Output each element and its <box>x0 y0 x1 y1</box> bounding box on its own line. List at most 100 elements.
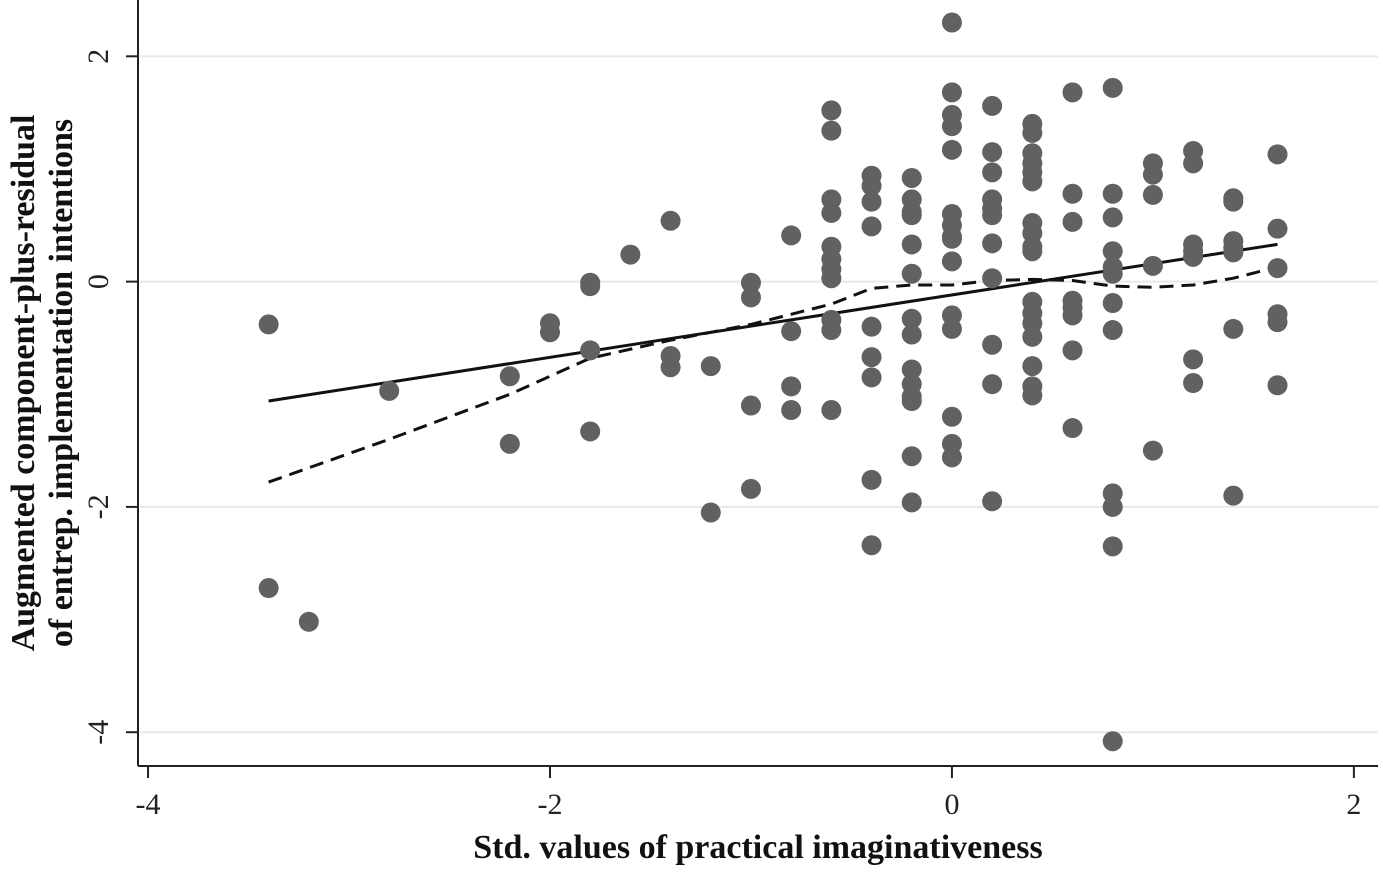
data-point <box>861 191 882 212</box>
data-point <box>781 225 802 246</box>
axes <box>137 0 1378 767</box>
data-point <box>740 478 761 499</box>
data-point <box>1183 373 1204 393</box>
data-point <box>660 210 681 231</box>
data-point <box>258 314 279 335</box>
data-point <box>901 205 922 226</box>
data-point <box>821 320 842 341</box>
data-point <box>1142 164 1163 185</box>
data-point <box>821 400 842 421</box>
data-point <box>1183 349 1204 370</box>
data-point <box>901 359 922 380</box>
data-point <box>1102 293 1123 314</box>
data-point <box>901 391 922 412</box>
data-point <box>1183 153 1204 174</box>
data-point <box>379 380 400 401</box>
data-point <box>740 272 761 293</box>
data-point <box>1267 312 1288 333</box>
data-point <box>1102 207 1123 228</box>
data-point <box>982 233 1003 254</box>
data-point <box>861 175 882 196</box>
x-tick-label-0: -4 <box>136 788 161 821</box>
data-point <box>740 287 761 308</box>
data-point <box>781 321 802 342</box>
data-point <box>982 162 1003 183</box>
data-point <box>861 347 882 368</box>
x-axis-title: Std. values of practical imaginativeness <box>473 829 1042 866</box>
data-point <box>1142 255 1163 276</box>
data-point <box>1022 385 1043 406</box>
data-point <box>1102 183 1123 204</box>
data-point <box>1267 144 1288 165</box>
data-point <box>901 492 922 513</box>
data-point <box>781 376 802 397</box>
y-axis-title-line-2: of entrep. implementation intentions <box>43 119 80 647</box>
data-point <box>1142 184 1163 205</box>
data-point <box>941 139 962 160</box>
y-tick-label-1: 0 <box>82 274 115 289</box>
data-points <box>258 12 1288 752</box>
data-point <box>941 251 962 272</box>
data-point <box>821 202 842 223</box>
data-point <box>941 228 962 249</box>
data-point <box>982 95 1003 116</box>
data-point <box>901 234 922 255</box>
data-point <box>861 316 882 337</box>
data-point <box>941 318 962 339</box>
data-point <box>1062 340 1083 361</box>
data-point <box>982 491 1003 512</box>
data-point <box>620 244 641 265</box>
data-point <box>740 395 761 416</box>
data-point <box>700 502 721 523</box>
data-point <box>941 82 962 103</box>
y-axis-title-line-1: Augmented component-plus-residual <box>5 115 42 652</box>
data-point <box>1062 305 1083 326</box>
y-tick-label-0: 2 <box>82 49 115 64</box>
gridlines <box>140 55 1378 734</box>
x-axis-ticks: -4 -2 0 2 <box>136 766 1361 821</box>
data-point <box>1183 246 1204 267</box>
data-point <box>1102 536 1123 557</box>
data-point <box>499 433 520 454</box>
data-point <box>821 268 842 289</box>
data-point <box>580 340 601 361</box>
fit-lines <box>268 242 1278 484</box>
data-point <box>1102 496 1123 517</box>
y-axis-title: Augmented component-plus-residual of ent… <box>5 115 80 652</box>
data-point <box>861 535 882 556</box>
data-point <box>1267 258 1288 279</box>
data-point <box>941 116 962 137</box>
data-point <box>982 205 1003 226</box>
dashed-fit-line <box>268 265 1278 484</box>
data-point <box>941 447 962 468</box>
data-point <box>1223 485 1244 506</box>
data-point <box>861 469 882 490</box>
data-point <box>901 446 922 467</box>
data-point <box>901 263 922 284</box>
data-point <box>821 120 842 141</box>
data-point <box>1102 263 1123 284</box>
data-point <box>660 357 681 378</box>
data-point <box>580 276 601 297</box>
data-point <box>781 400 802 421</box>
data-point <box>982 374 1003 395</box>
data-point <box>539 322 560 343</box>
data-point <box>258 578 279 599</box>
data-point <box>982 268 1003 289</box>
data-point <box>941 406 962 427</box>
data-point <box>499 366 520 387</box>
data-point <box>1223 318 1244 339</box>
x-tick-label-2: 0 <box>944 788 959 821</box>
data-point <box>1022 356 1043 377</box>
x-tick-label-1: -2 <box>537 788 562 821</box>
data-point <box>580 421 601 442</box>
data-point <box>1102 241 1123 262</box>
data-point <box>298 611 319 632</box>
y-tick-label-3: -4 <box>82 720 115 745</box>
y-axis-ticks: 2 0 -2 -4 <box>82 49 138 745</box>
data-point <box>1223 191 1244 212</box>
data-point <box>1022 241 1043 262</box>
data-point <box>1062 418 1083 439</box>
data-point <box>901 324 922 345</box>
